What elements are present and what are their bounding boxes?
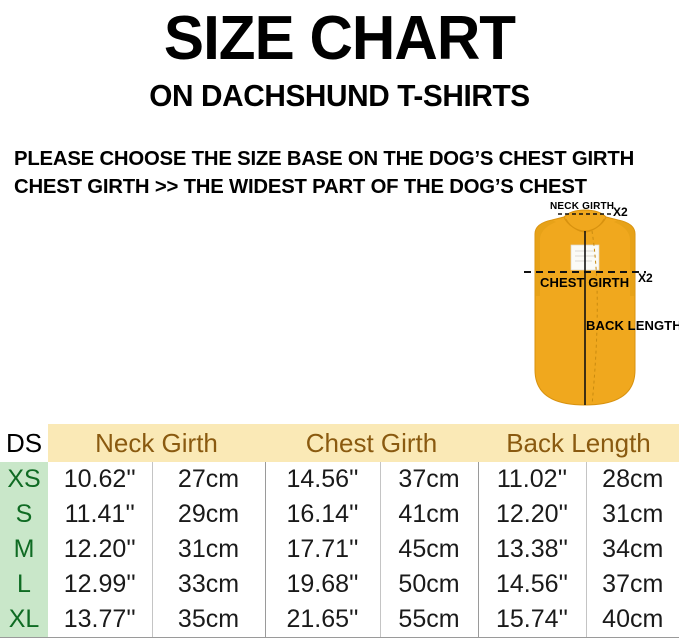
cell-chest-in: 19.68'' — [265, 567, 381, 602]
cell-back-cm: 34cm — [586, 532, 679, 567]
page-title: SIZE CHART — [163, 4, 516, 73]
cell-back-cm: 37cm — [586, 567, 679, 602]
tshirt-diagram: NECK GIRTH X2 CHEST GIRTH X2 BACK LENGTH — [480, 200, 679, 420]
cell-back-in: 13.38'' — [478, 532, 587, 567]
table-header-row: DS Neck Girth Chest Girth Back Length — [0, 424, 679, 462]
chest-girth-label: CHEST GIRTH — [540, 275, 630, 290]
cell-size: S — [0, 497, 48, 532]
header-neck-girth: Neck Girth — [48, 424, 265, 462]
cell-chest-in: 21.65'' — [265, 602, 381, 638]
cell-size: M — [0, 532, 48, 567]
neck-girth-multiplier: X2 — [613, 205, 628, 219]
cell-chest-cm: 41cm — [380, 497, 479, 532]
table-body: XS 10.62'' 27cm 14.56'' 37cm 11.02'' 28c… — [0, 462, 679, 638]
cell-back-in: 15.74'' — [478, 602, 587, 638]
instruction-line-2: CHEST GIRTH >> THE WIDEST PART OF THE DO… — [14, 175, 587, 199]
cell-chest-cm: 45cm — [380, 532, 479, 567]
cell-chest-in: 16.14'' — [265, 497, 381, 532]
instruction-line-1: PLEASE CHOOSE THE SIZE BASE ON THE DOG’S… — [14, 147, 635, 170]
table-row: XL 13.77'' 35cm 21.65'' 55cm 15.74'' 40c… — [0, 602, 679, 638]
cell-back-cm: 28cm — [586, 462, 679, 497]
cell-neck-in: 12.99'' — [48, 567, 153, 602]
cell-neck-cm: 29cm — [152, 497, 266, 532]
shirt-left-shoulder-shade — [535, 220, 556, 296]
table-row: S 11.41'' 29cm 16.14'' 41cm 12.20'' 31cm — [0, 497, 679, 532]
cell-neck-in: 10.62'' — [48, 462, 153, 497]
cell-neck-in: 12.20'' — [48, 532, 153, 567]
cell-back-in: 12.20'' — [478, 497, 587, 532]
shirt-side-stitch-dashed — [591, 230, 598, 406]
cell-back-in: 14.56'' — [478, 567, 587, 602]
shirt-collar — [563, 209, 607, 232]
cell-chest-cm: 55cm — [380, 602, 479, 638]
table-row: M 12.20'' 31cm 17.71'' 45cm 13.38'' 34cm — [0, 532, 679, 567]
instructions-block: PLEASE CHOOSE THE SIZE BASE ON THE DOG’S… — [14, 145, 669, 202]
cell-neck-cm: 27cm — [152, 462, 266, 497]
cell-neck-cm: 31cm — [152, 532, 266, 567]
cell-size: XS — [0, 462, 48, 497]
cell-back-cm: 31cm — [586, 497, 679, 532]
cell-back-in: 11.02'' — [478, 462, 587, 497]
cell-chest-cm: 37cm — [380, 462, 479, 497]
shirt-right-shoulder-shade — [614, 220, 635, 296]
cell-back-cm: 40cm — [586, 602, 679, 638]
cell-chest-in: 14.56'' — [265, 462, 381, 497]
back-length-label: BACK LENGTH — [586, 318, 679, 333]
size-chart-table: DS Neck Girth Chest Girth Back Length XS… — [0, 424, 679, 638]
title-block: SIZE CHART ON DACHSHUND T-SHIRTS — [0, 0, 679, 113]
tshirt-illustration — [524, 209, 646, 406]
cell-size: XL — [0, 602, 48, 638]
neck-girth-label: NECK GIRTH — [550, 201, 615, 212]
cell-neck-in: 11.41'' — [48, 497, 153, 532]
header-back-length: Back Length — [478, 424, 679, 462]
cell-neck-cm: 35cm — [152, 602, 266, 638]
cell-size: L — [0, 567, 48, 602]
table-row: L 12.99'' 33cm 19.68'' 50cm 14.56'' 37cm — [0, 567, 679, 602]
chest-girth-multiplier: X2 — [638, 271, 653, 285]
cell-neck-cm: 33cm — [152, 567, 266, 602]
cell-chest-cm: 50cm — [380, 567, 479, 602]
page-subtitle: ON DACHSHUND T-SHIRTS — [149, 78, 530, 113]
cell-neck-in: 13.77'' — [48, 602, 153, 638]
table-row: XS 10.62'' 27cm 14.56'' 37cm 11.02'' 28c… — [0, 462, 679, 497]
cell-chest-in: 17.71'' — [265, 532, 381, 567]
header-size: DS — [0, 424, 48, 462]
header-chest-girth: Chest Girth — [265, 424, 478, 462]
